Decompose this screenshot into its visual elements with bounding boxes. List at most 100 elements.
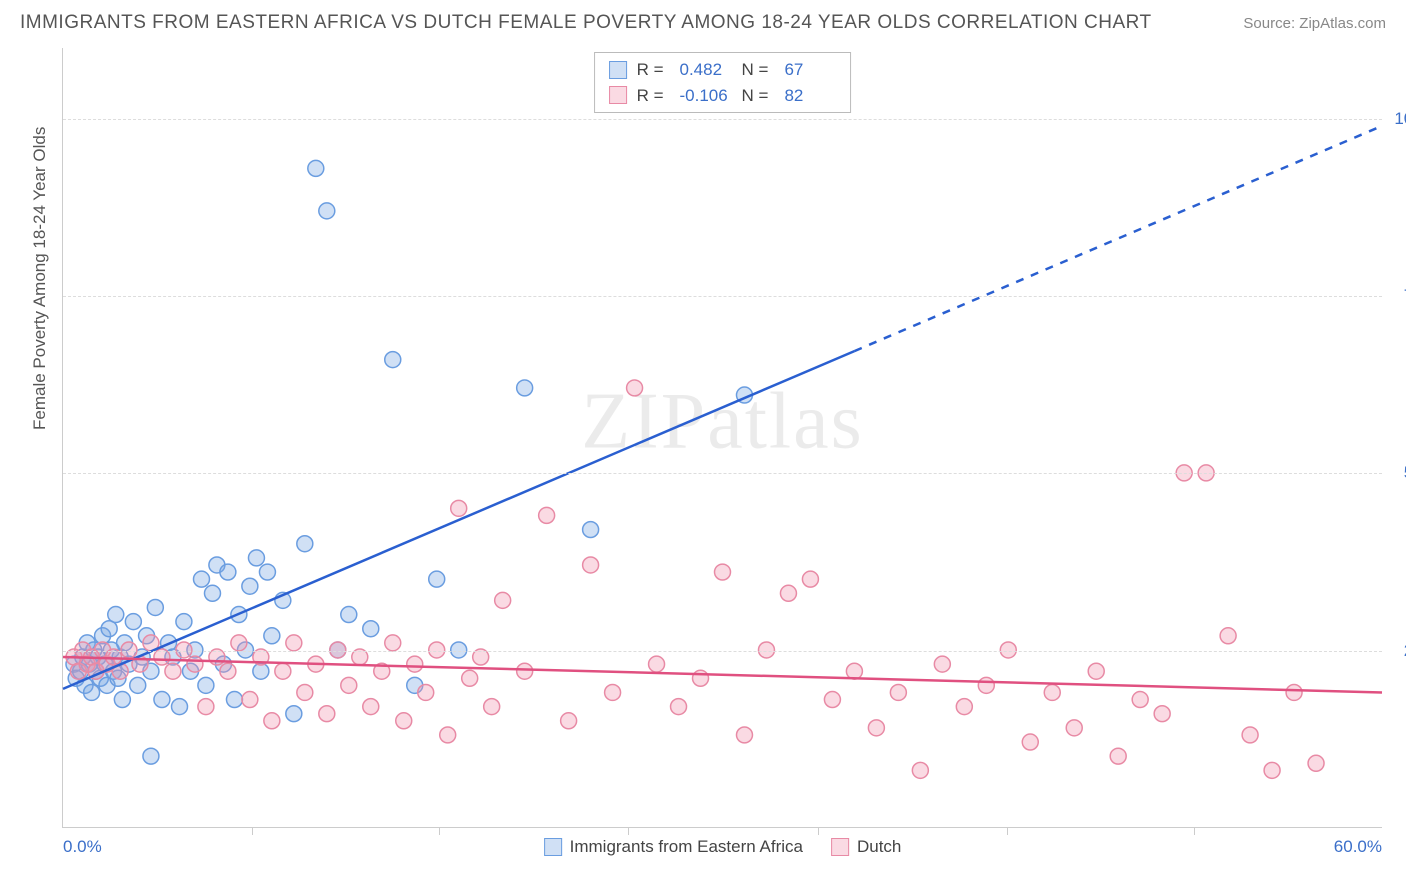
- data-point: [956, 699, 972, 715]
- data-point: [385, 352, 401, 368]
- data-point: [363, 699, 379, 715]
- y-tick-label: 100.0%: [1392, 109, 1406, 129]
- data-point: [890, 684, 906, 700]
- data-point: [627, 380, 643, 396]
- legend-n-value-0: 67: [784, 57, 836, 83]
- x-tick: [628, 827, 629, 835]
- data-point: [912, 762, 928, 778]
- x-tick: [252, 827, 253, 835]
- data-point: [462, 670, 478, 686]
- data-point: [824, 692, 840, 708]
- data-point: [264, 713, 280, 729]
- source-label: Source:: [1243, 15, 1299, 32]
- data-point: [114, 692, 130, 708]
- data-point: [484, 699, 500, 715]
- data-point: [868, 720, 884, 736]
- data-point: [341, 677, 357, 693]
- data-point: [319, 203, 335, 219]
- data-point: [1132, 692, 1148, 708]
- legend-r-label-1: R =: [637, 83, 664, 109]
- x-tick: [818, 827, 819, 835]
- correlation-legend: R = 0.482 N = 67 R = -0.106 N = 82: [594, 52, 852, 113]
- x-tick: [439, 827, 440, 835]
- data-point: [286, 706, 302, 722]
- data-point: [220, 564, 236, 580]
- data-point: [147, 599, 163, 615]
- data-point: [583, 522, 599, 538]
- legend-n-label-0: N =: [742, 57, 769, 83]
- data-point: [130, 677, 146, 693]
- legend-r-label-0: R =: [637, 57, 664, 83]
- data-point: [286, 635, 302, 651]
- scatter-plot-svg: [63, 48, 1382, 827]
- data-point: [264, 628, 280, 644]
- data-point: [418, 684, 434, 700]
- data-point: [226, 692, 242, 708]
- source-link[interactable]: ZipAtlas.com: [1299, 15, 1386, 32]
- legend-swatch-series-0: [609, 61, 627, 79]
- data-point: [396, 713, 412, 729]
- legend-n-label-1: N =: [742, 83, 769, 109]
- data-point: [308, 160, 324, 176]
- legend-row-series-0: R = 0.482 N = 67: [609, 57, 837, 83]
- data-point: [341, 607, 357, 623]
- data-point: [1154, 706, 1170, 722]
- grid-line: [63, 119, 1382, 120]
- chart-plot-area: ZIPatlas R = 0.482 N = 67 R = -0.106 N =…: [62, 48, 1382, 828]
- data-point: [649, 656, 665, 672]
- data-point: [736, 727, 752, 743]
- data-point: [539, 507, 555, 523]
- data-point: [1264, 762, 1280, 778]
- legend-row-series-1: R = -0.106 N = 82: [609, 83, 837, 109]
- trend-line-extrapolated: [854, 126, 1382, 351]
- trend-line: [63, 351, 854, 689]
- legend-swatch-series-1: [609, 86, 627, 104]
- data-point: [517, 380, 533, 396]
- x-tick: [1194, 827, 1195, 835]
- data-point: [1242, 727, 1258, 743]
- data-point: [693, 670, 709, 686]
- data-point: [198, 677, 214, 693]
- data-point: [194, 571, 210, 587]
- data-point: [84, 684, 100, 700]
- data-point: [780, 585, 796, 601]
- x-tick: [1007, 827, 1008, 835]
- data-point: [154, 692, 170, 708]
- grid-line: [63, 296, 1382, 297]
- grid-line: [63, 473, 1382, 474]
- data-point: [978, 677, 994, 693]
- data-point: [259, 564, 275, 580]
- data-point: [242, 578, 258, 594]
- data-point: [204, 585, 220, 601]
- legend-r-value-1: -0.106: [680, 83, 732, 109]
- y-tick-label: 25.0%: [1392, 641, 1406, 661]
- data-point: [934, 656, 950, 672]
- data-point: [1286, 684, 1302, 700]
- y-tick-label: 75.0%: [1392, 286, 1406, 306]
- data-point: [495, 592, 511, 608]
- data-point: [1022, 734, 1038, 750]
- data-point: [1308, 755, 1324, 771]
- data-point: [1044, 684, 1060, 700]
- y-tick-label: 50.0%: [1392, 463, 1406, 483]
- x-axis-labels: 0.0% 60.0%: [63, 837, 1382, 857]
- x-max-label: 60.0%: [1334, 837, 1382, 857]
- data-point: [1066, 720, 1082, 736]
- data-point: [429, 571, 445, 587]
- y-axis-title: Female Poverty Among 18-24 Year Olds: [30, 127, 50, 430]
- data-point: [198, 699, 214, 715]
- data-point: [242, 692, 258, 708]
- legend-r-value-0: 0.482: [680, 57, 732, 83]
- data-point: [802, 571, 818, 587]
- grid-line: [63, 651, 1382, 652]
- data-point: [715, 564, 731, 580]
- data-point: [108, 607, 124, 623]
- data-point: [297, 536, 313, 552]
- data-point: [407, 656, 423, 672]
- data-point: [1088, 663, 1104, 679]
- data-point: [176, 614, 192, 630]
- legend-n-value-1: 82: [784, 83, 836, 109]
- data-point: [248, 550, 264, 566]
- data-point: [1110, 748, 1126, 764]
- data-point: [231, 635, 247, 651]
